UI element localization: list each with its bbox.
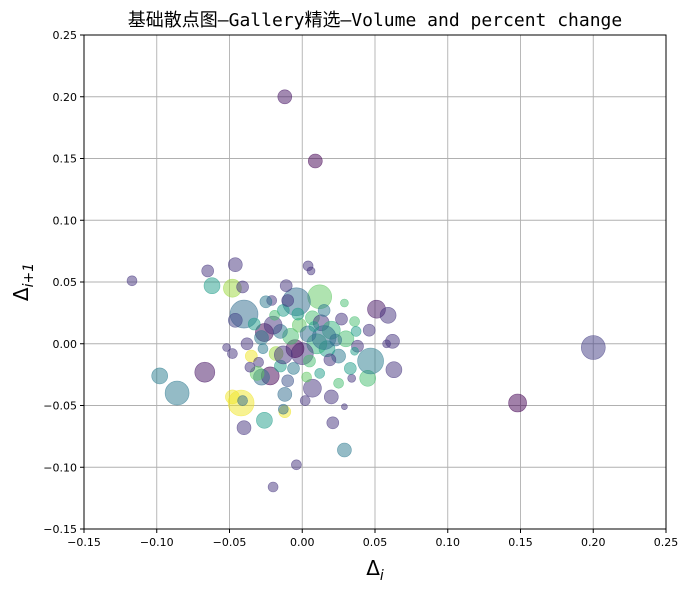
- scatter-point: [273, 345, 293, 365]
- x-tick-label: −0.05: [213, 536, 247, 549]
- scatter-point: [253, 356, 264, 368]
- scatter-point: [228, 312, 243, 328]
- scatter-point: [379, 306, 397, 324]
- y-axis-ticks: −0.15 −0.10 −0.05 0.00 0.05 0.10 0.15 0.20 0.25: [43, 29, 84, 536]
- scatter-point: [301, 371, 312, 383]
- scatter-point: [362, 323, 376, 337]
- y-tick-label: 0.25: [53, 29, 78, 42]
- scatter-point: [236, 280, 249, 294]
- y-tick-label: 0.05: [53, 276, 78, 289]
- scatter-point: [269, 309, 280, 321]
- scatter-point: [277, 89, 293, 105]
- scatter-point: [323, 389, 339, 405]
- scatter-point: [291, 459, 302, 471]
- scatter-point: [343, 362, 357, 375]
- scatter-point: [201, 264, 214, 278]
- scatter-point: [236, 420, 252, 436]
- scatter-point: [194, 361, 216, 383]
- x-tick-label: 0.20: [581, 536, 606, 549]
- scatter-point: [303, 378, 322, 398]
- scatter-point: [244, 361, 256, 373]
- scatter-point: [277, 403, 289, 415]
- x-tick-label: 0.05: [363, 536, 388, 549]
- x-tick-label: −0.10: [140, 536, 174, 549]
- x-axis-ticks: −0.15 −0.10 −0.05 0.00 0.05 0.10 0.15 0.20 0.25: [67, 529, 678, 549]
- scatter-point: [314, 368, 326, 379]
- scatter-point: [341, 403, 348, 411]
- scatter-point: [151, 367, 168, 385]
- scatter-point: [228, 257, 243, 273]
- scatter-point: [329, 333, 343, 347]
- scatter-point: [237, 395, 248, 406]
- y-tick-label: −0.15: [43, 523, 77, 536]
- y-tick-label: 0.00: [53, 338, 78, 351]
- scatter-point: [279, 279, 293, 293]
- y-axis-label-sub: i+1: [21, 263, 37, 288]
- scatter-point: [337, 442, 352, 458]
- scatter-point: [307, 153, 323, 169]
- scatter-point: [357, 347, 384, 375]
- y-axis-label-main: Δ: [9, 287, 33, 301]
- scatter-point: [254, 330, 269, 345]
- scatter-point: [306, 266, 316, 276]
- scatter-point: [349, 316, 360, 327]
- scatter-point: [307, 284, 333, 310]
- scatter-point: [323, 353, 337, 367]
- scatter-point: [247, 317, 261, 331]
- scatter-point: [225, 389, 240, 405]
- chart-title: 基础散点图—Gallery精选—Volume and percent chang…: [128, 10, 622, 31]
- scatter-point: [164, 380, 190, 406]
- scatter-point: [333, 377, 344, 389]
- scatter-point: [287, 362, 300, 375]
- scatter-point: [340, 298, 349, 308]
- x-tick-label: 0.25: [654, 536, 679, 549]
- scatter-point: [308, 321, 320, 332]
- scatter-point: [126, 275, 138, 287]
- scatter-point: [317, 304, 331, 317]
- scatter-point: [326, 416, 340, 430]
- x-axis-label-main: Δ: [366, 556, 380, 580]
- x-tick-label: 0.10: [436, 536, 461, 549]
- y-tick-label: 0.10: [53, 214, 78, 227]
- y-tick-label: −0.10: [43, 461, 77, 474]
- scatter-point: [299, 395, 311, 406]
- x-axis-label: Δi: [366, 556, 384, 584]
- scatter-point: [508, 393, 527, 413]
- x-tick-label: −0.15: [67, 536, 101, 549]
- scatter-point: [347, 373, 357, 383]
- scatter-point: [227, 348, 238, 359]
- y-tick-label: −0.05: [43, 400, 77, 413]
- scatter-point: [281, 294, 295, 307]
- x-tick-label: 0.00: [290, 536, 315, 549]
- x-axis-label-sub: i: [380, 568, 384, 584]
- scatter-point: [222, 343, 231, 352]
- scatter-points: [126, 89, 606, 493]
- scatter-point: [277, 387, 293, 402]
- scatter-point: [291, 307, 305, 321]
- scatter-point: [382, 339, 391, 349]
- scatter-point: [303, 354, 316, 368]
- scatter-point: [350, 326, 362, 337]
- scatter-point: [203, 277, 221, 295]
- scatter-point: [259, 295, 273, 309]
- scatter-point: [257, 343, 269, 355]
- scatter-point: [580, 335, 606, 360]
- y-tick-label: 0.15: [53, 153, 78, 166]
- scatter-point: [267, 481, 279, 493]
- scatter-point: [256, 411, 273, 429]
- scatter-point: [281, 374, 295, 388]
- scatter-point: [385, 361, 403, 379]
- x-tick-label: 0.15: [508, 536, 533, 549]
- scatter-point: [335, 312, 348, 326]
- scatter-point: [350, 346, 359, 356]
- grid: [83, 34, 667, 530]
- scatter-point: [240, 337, 254, 351]
- y-axis-label: Δi+1: [9, 263, 37, 301]
- y-tick-label: 0.20: [53, 91, 78, 104]
